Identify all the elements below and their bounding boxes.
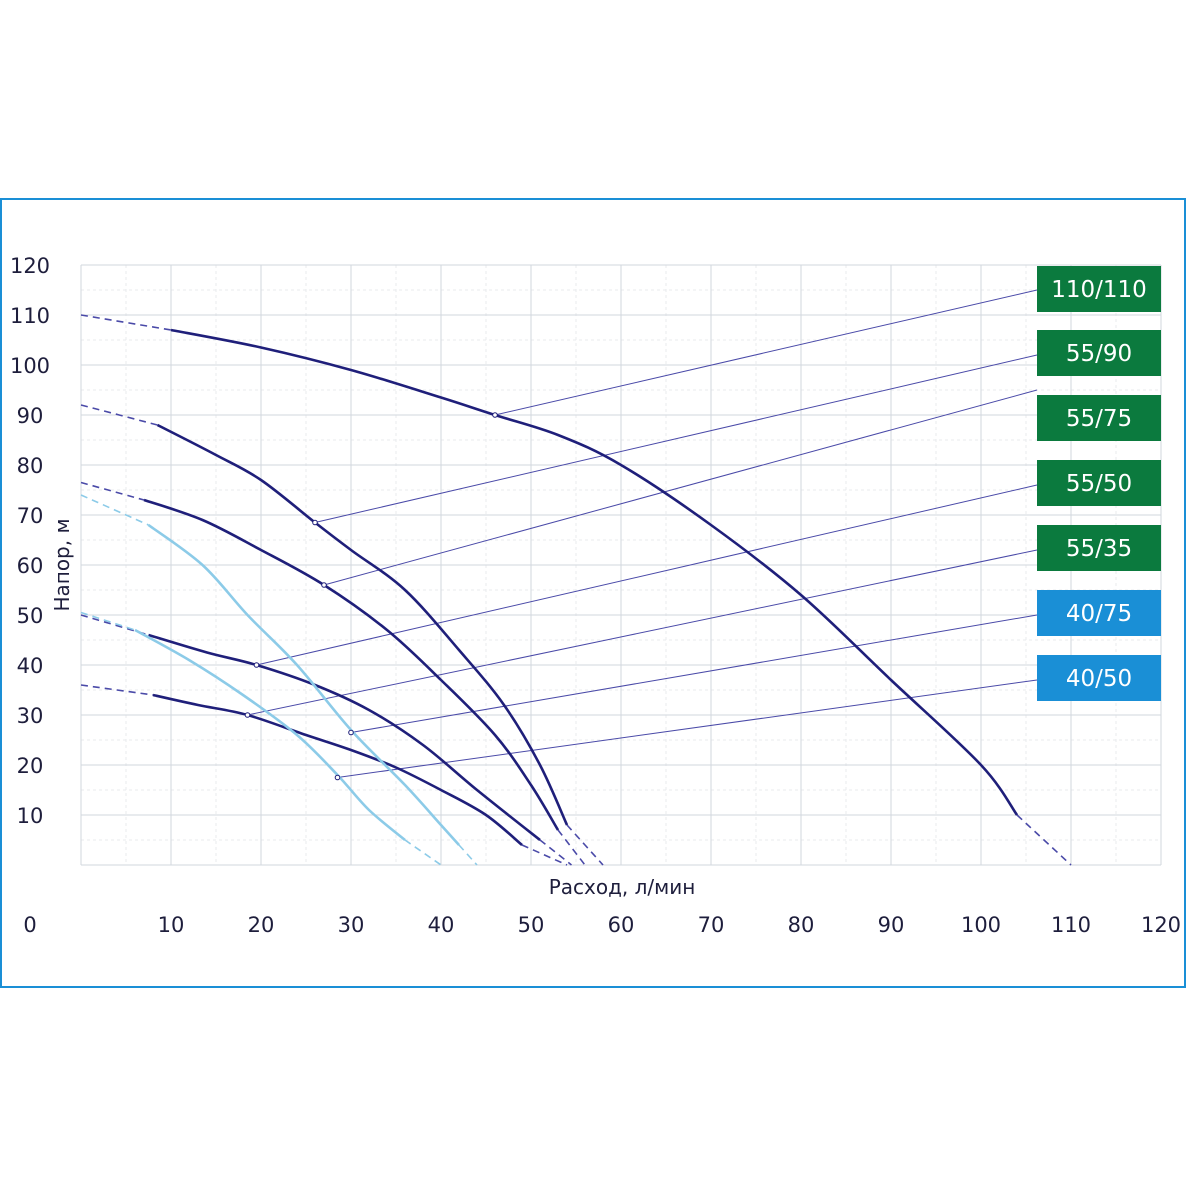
marker-55-35 xyxy=(244,712,251,718)
legend-badge-box xyxy=(1037,655,1161,701)
x-tick-label: 20 xyxy=(248,913,275,937)
curve-55-50 xyxy=(148,633,541,842)
legend-badge-box xyxy=(1037,395,1161,441)
y-tick-label: 70 xyxy=(17,504,44,528)
leader-lines xyxy=(247,289,1038,778)
marker-40-75 xyxy=(348,729,354,736)
leader-line-55-75 xyxy=(323,389,1038,586)
marker-55-50 xyxy=(253,662,260,668)
marker-40-50 xyxy=(334,774,341,781)
curve-110-110-dash-end xyxy=(1016,814,1072,866)
legend-badges: 110/110 55/90 55/75 55/50 55/35 40/75 40/50 xyxy=(1037,266,1161,701)
x-tick-label: 40 xyxy=(428,913,455,937)
curve-40-75-dash-start xyxy=(80,494,149,526)
curve-55-75-dash-end xyxy=(557,829,586,866)
y-tick-label: 80 xyxy=(17,454,44,478)
curve-55-90 xyxy=(156,423,569,826)
y-tick-label: 110 xyxy=(10,304,50,328)
curve-55-35-dash-start xyxy=(80,684,154,696)
y-tick-label: 60 xyxy=(17,554,44,578)
curve-40-75 xyxy=(147,523,460,846)
curve-110-110 xyxy=(170,328,1019,816)
y-tick-label: 40 xyxy=(17,654,44,678)
curve-40-50 xyxy=(134,628,406,841)
legend-badge-label: 55/90 xyxy=(1066,341,1132,367)
curve-55-50-dash-end xyxy=(539,839,573,866)
markers xyxy=(244,412,498,781)
y-tick-label: 50 xyxy=(17,604,44,628)
legend-badge-40-50: 40/50 xyxy=(1037,655,1161,701)
legend-badge-55-90: 55/90 xyxy=(1037,330,1161,376)
curves xyxy=(80,314,1072,866)
legend-badge-box xyxy=(1037,460,1161,506)
leader-line-110-110 xyxy=(494,289,1038,416)
legend-badge-55-35: 55/35 xyxy=(1037,525,1161,571)
chart-frame xyxy=(0,198,1186,988)
legend-badge-label: 110/110 xyxy=(1051,277,1147,303)
legend-badge-label: 40/50 xyxy=(1066,666,1132,692)
leader-line-55-90 xyxy=(314,354,1038,523)
x-tick-label: 100 xyxy=(961,913,1001,937)
curve-55-90-dash-start xyxy=(80,404,158,426)
legend-badge-label: 55/35 xyxy=(1066,536,1132,562)
legend-badge-box xyxy=(1037,590,1161,636)
curve-40-75-dash-end xyxy=(458,844,478,866)
y-tick-label: 100 xyxy=(10,354,50,378)
grid-major xyxy=(80,264,1162,866)
x-tick-label: 120 xyxy=(1141,913,1181,937)
x-tick-label: 0 xyxy=(23,913,36,937)
x-tick-labels: 0 10 20 30 40 50 60 70 80 90 100 110 120 xyxy=(23,913,1181,937)
curve-55-75-dash-start xyxy=(80,481,145,501)
y-tick-label: 30 xyxy=(17,704,44,728)
legend-badge-55-75: 55/75 xyxy=(1037,395,1161,441)
y-axis-title: Напор, м xyxy=(50,518,74,611)
marker-55-75 xyxy=(321,582,327,588)
marker-55-90 xyxy=(312,519,318,526)
leader-line-55-50 xyxy=(256,484,1038,666)
legend-badge-label: 55/75 xyxy=(1066,406,1132,432)
y-tick-labels: 10 20 30 40 50 60 70 80 90 100 110 120 xyxy=(10,254,50,828)
legend-badge-110-110: 110/110 xyxy=(1037,266,1161,312)
curve-55-35 xyxy=(152,693,523,846)
curve-55-35-dash-end xyxy=(521,844,568,866)
legend-badge-55-50: 55/50 xyxy=(1037,460,1161,506)
x-axis-title: Расход, л/мин xyxy=(549,875,696,899)
leader-line-40-75 xyxy=(350,614,1038,733)
legend-badge-label: 55/50 xyxy=(1066,471,1132,497)
x-tick-label: 70 xyxy=(698,913,725,937)
leader-line-40-50 xyxy=(337,679,1038,778)
legend-badge-box xyxy=(1037,266,1161,312)
y-tick-label: 10 xyxy=(17,804,44,828)
legend-badge-box xyxy=(1037,330,1161,376)
x-tick-label: 60 xyxy=(608,913,635,937)
curve-40-50-dash-end xyxy=(404,839,442,866)
x-tick-label: 10 xyxy=(158,913,185,937)
curve-55-90-dash-end xyxy=(566,824,604,866)
y-tick-label: 120 xyxy=(10,254,50,278)
y-tick-label: 90 xyxy=(17,404,44,428)
leader-line-55-35 xyxy=(247,549,1038,716)
legend-badge-40-75: 40/75 xyxy=(1037,590,1161,636)
legend-badge-label: 40/75 xyxy=(1066,601,1132,627)
x-tick-label: 30 xyxy=(338,913,365,937)
curve-55-75 xyxy=(143,498,560,831)
x-tick-label: 50 xyxy=(518,913,545,937)
y-tick-label: 20 xyxy=(17,754,44,778)
x-tick-label: 90 xyxy=(878,913,905,937)
curve-110-110-dash-start xyxy=(80,314,172,331)
x-tick-label: 80 xyxy=(788,913,815,937)
legend-badge-box xyxy=(1037,525,1161,571)
x-tick-label: 110 xyxy=(1051,913,1091,937)
marker-110-110 xyxy=(492,412,498,418)
curve-40-50-dash-start xyxy=(80,611,136,631)
